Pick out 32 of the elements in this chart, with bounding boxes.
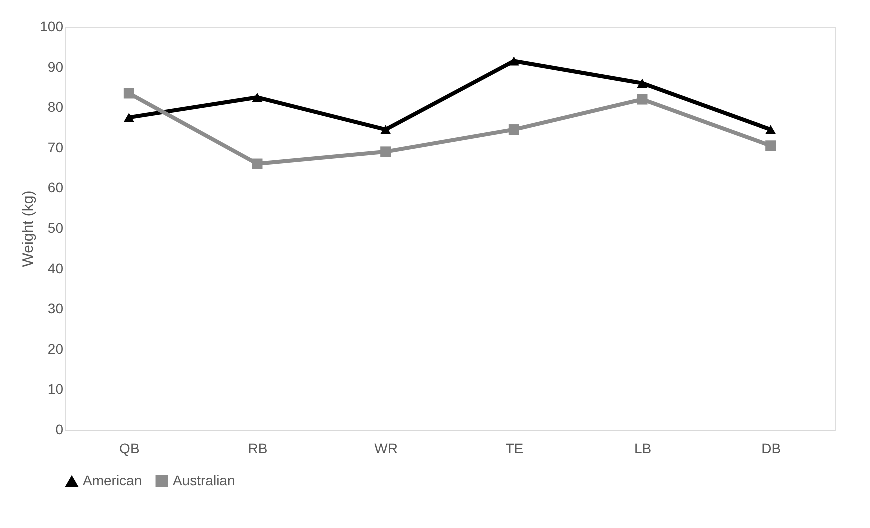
legend-label: Australian — [173, 472, 236, 488]
point — [766, 140, 776, 152]
point — [508, 56, 520, 66]
x-tick-label: DB — [762, 440, 782, 456]
y-tick-label: 20 — [48, 340, 64, 357]
point — [637, 94, 648, 105]
y-tick-label: 80 — [48, 99, 64, 116]
y-tick-label: 40 — [48, 260, 64, 276]
x-tick-label: RB — [248, 440, 268, 456]
point — [124, 113, 134, 122]
point — [766, 125, 776, 134]
point — [124, 88, 134, 99]
legend-label: American — [83, 472, 142, 489]
point — [252, 92, 263, 102]
x-tick-label: WR — [374, 440, 398, 456]
x-tick-label: TE — [506, 440, 524, 456]
y-tick-label: 70 — [48, 139, 64, 156]
point — [508, 124, 520, 136]
y-tick-label: 100 — [40, 18, 64, 34]
y-tick-label: 10 — [48, 381, 64, 398]
point — [637, 78, 648, 88]
point — [380, 125, 392, 134]
y-tick-label: 0 — [56, 422, 64, 438]
x-tick-label: LB — [634, 440, 652, 456]
x-tick-label: QB — [120, 440, 140, 456]
point — [380, 146, 392, 158]
y-tick-label: 60 — [48, 180, 64, 196]
y-tick-label: 50 — [48, 220, 64, 236]
y-tick-label: 90 — [48, 58, 64, 75]
point — [252, 158, 263, 170]
y-tick-label: 30 — [48, 300, 64, 317]
y-axis-title: Weight (kg) — [20, 190, 38, 268]
